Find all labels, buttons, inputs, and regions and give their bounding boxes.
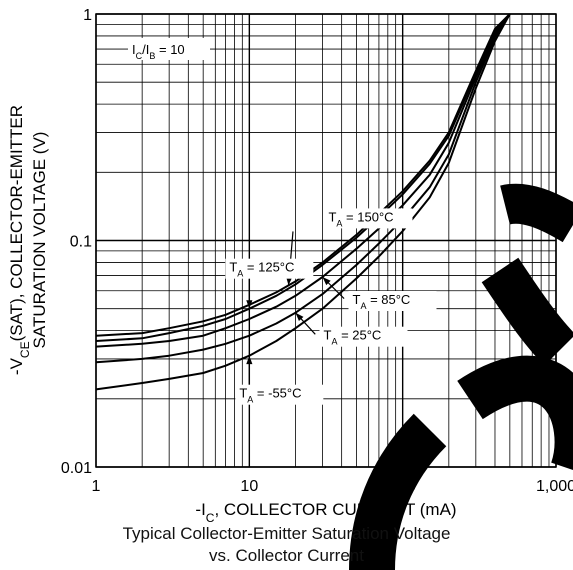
plot-frame [95, 13, 557, 468]
annotation-layer: TA = 150°C TA = 125°C TA = 85°C TA = 25°C TA… [225, 208, 437, 405]
annotation-label-bg [319, 326, 408, 347]
x-tick-label: 1,000 [536, 478, 573, 495]
series-line-3 [95, 13, 511, 364]
watermark-arc-mid [457, 355, 573, 470]
watermark-arc-top [500, 183, 573, 243]
watermark-arc-right [481, 257, 573, 366]
y-axis-label: -VCE(SAT), COLLECTOR-EMITTER SATURATION V… [7, 105, 49, 375]
caption-line-1: Typical Collector-Emitter Saturation Vol… [122, 524, 451, 543]
annotation-arrowhead [286, 276, 293, 286]
annotation-label: TA = 25°C [323, 328, 381, 347]
annotation-label: TA = 150°C [328, 209, 393, 228]
annotation-label: TA = 125°C [229, 260, 294, 279]
series-line-0 [95, 13, 511, 337]
annotation-label-bg [348, 291, 437, 312]
annotation-arrowhead [295, 312, 304, 322]
caption-line-2: vs. Collector Current [209, 546, 364, 565]
series-line-4 [95, 13, 511, 391]
y-axis-label-line-2: SATURATION VOLTAGE (V) [30, 132, 49, 349]
y-tick-label: 0.01 [61, 460, 92, 477]
annotation-arrowhead [246, 355, 253, 365]
annotation-label-bg [225, 258, 314, 279]
tick-labels: 1 10 100 1,000 0.01 0.1 1 [61, 7, 573, 495]
annotation-label: TA = -55°C [239, 386, 301, 405]
y-tick-label: 0.1 [70, 234, 92, 251]
x-tick-label: 100 [389, 478, 416, 495]
annotation-arrowhead [322, 277, 331, 286]
annotation-label: TA = 85°C [352, 292, 410, 311]
y-axis-label-line-1: -VCE(SAT), COLLECTOR-EMITTER [7, 105, 32, 375]
condition-label: IC/IB = 10 [128, 38, 210, 61]
x-tick-label: 1 [92, 478, 101, 495]
x-axis-label: -IC, COLLECTOR CURRENT (mA) [195, 500, 456, 525]
series-line-1 [95, 13, 511, 342]
annotation-label-bg [235, 384, 324, 405]
y-tick-label: 1 [83, 7, 92, 24]
x-tick-label: 10 [240, 478, 258, 495]
annotation-label-bg [324, 208, 413, 229]
watermark-s-logo [349, 183, 573, 570]
condition-label-text: IC/IB = 10 [132, 42, 185, 61]
x-axis-label-text: -IC, COLLECTOR CURRENT (mA) [195, 500, 456, 525]
annotation-arrowhead [246, 300, 253, 309]
watermark-arc-bottom [349, 413, 447, 570]
condition-label-bg [128, 38, 210, 60]
series-layer [95, 13, 511, 391]
